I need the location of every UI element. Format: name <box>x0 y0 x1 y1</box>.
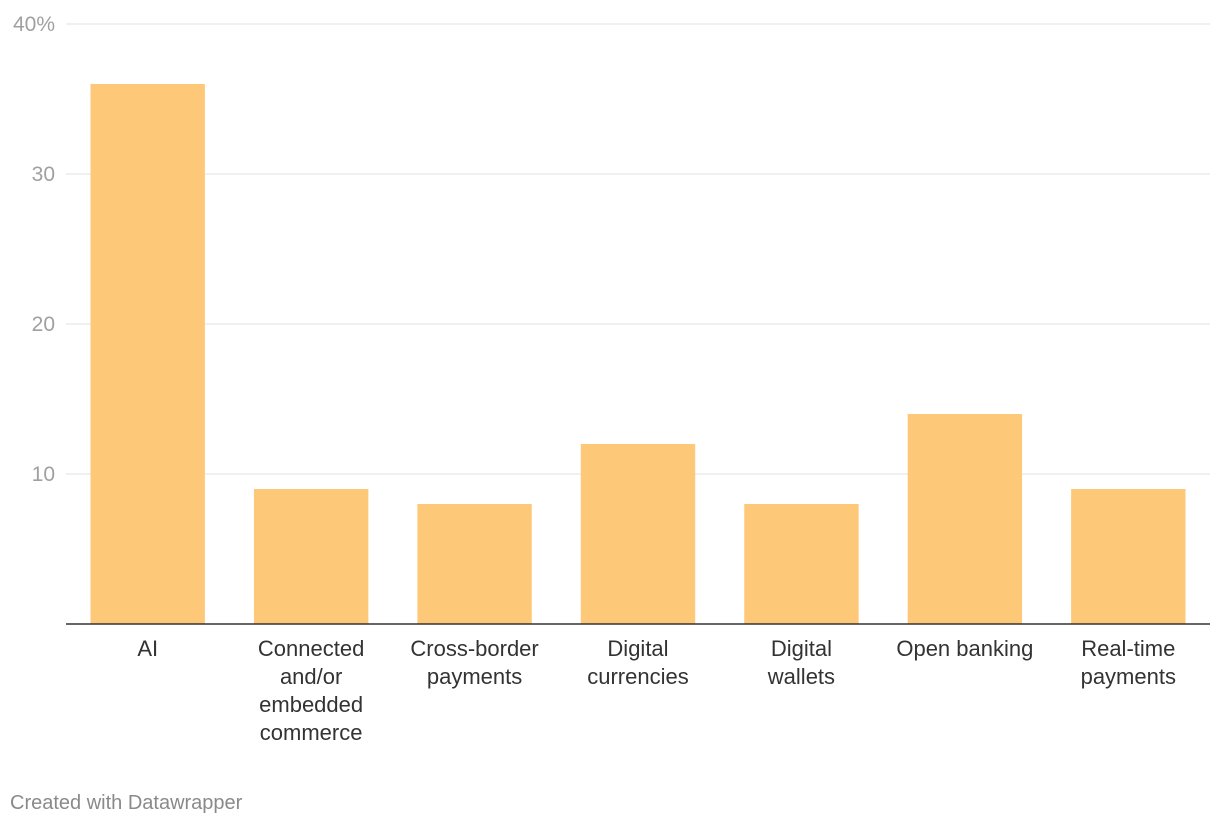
x-category-label-line: Real-time <box>1081 636 1175 661</box>
x-category-label-line: embedded <box>259 692 363 717</box>
x-category-label: Real-time payments <box>1081 636 1176 689</box>
x-category-label-line: commerce <box>260 720 363 745</box>
y-tick-label: 10 <box>32 463 55 486</box>
x-axis-category-labels: AI Connected and/or embedded commerce Cross-b… <box>137 636 1176 745</box>
datawrapper-credit[interactable]: Created with Datawrapper <box>10 792 243 814</box>
x-category-label-line: Connected <box>258 636 364 661</box>
x-category-label: Cross-border payments <box>410 636 538 689</box>
x-category-label-line: wallets <box>767 664 835 689</box>
bar-chart: 10 20 30 40% AI Connected and/or embedded comme… <box>13 13 1210 745</box>
bar <box>90 84 205 624</box>
y-axis-tick-labels: 10 20 30 40% <box>13 13 55 486</box>
x-category-label: Connected and/or embedded commerce <box>258 636 364 745</box>
x-category-label-line: Open banking <box>896 636 1033 661</box>
x-category-label-line: Digital <box>771 636 832 661</box>
bars <box>90 84 1186 624</box>
bar <box>417 504 532 624</box>
x-category-label-line: payments <box>1081 664 1176 689</box>
x-category-label-line: currencies <box>587 664 688 689</box>
bar <box>1071 489 1186 624</box>
x-category-label-line: Cross-border <box>410 636 538 661</box>
bar <box>253 489 369 624</box>
x-category-label: Digital currencies <box>587 636 688 689</box>
y-tick-label: 20 <box>32 313 55 336</box>
bar <box>907 414 1023 624</box>
grid-lines <box>66 23 1210 475</box>
bar <box>744 504 859 624</box>
y-tick-label: 30 <box>32 163 55 186</box>
x-category-label-line: and/or <box>280 664 342 689</box>
x-category-label-line: AI <box>137 636 158 661</box>
x-category-label: Open banking <box>896 636 1033 661</box>
bar <box>580 444 696 624</box>
x-category-label-line: payments <box>427 664 522 689</box>
y-tick-label: 40% <box>13 13 55 36</box>
x-category-label: Digital wallets <box>767 636 835 689</box>
x-category-label: AI <box>137 636 158 661</box>
x-category-label-line: Digital <box>607 636 668 661</box>
